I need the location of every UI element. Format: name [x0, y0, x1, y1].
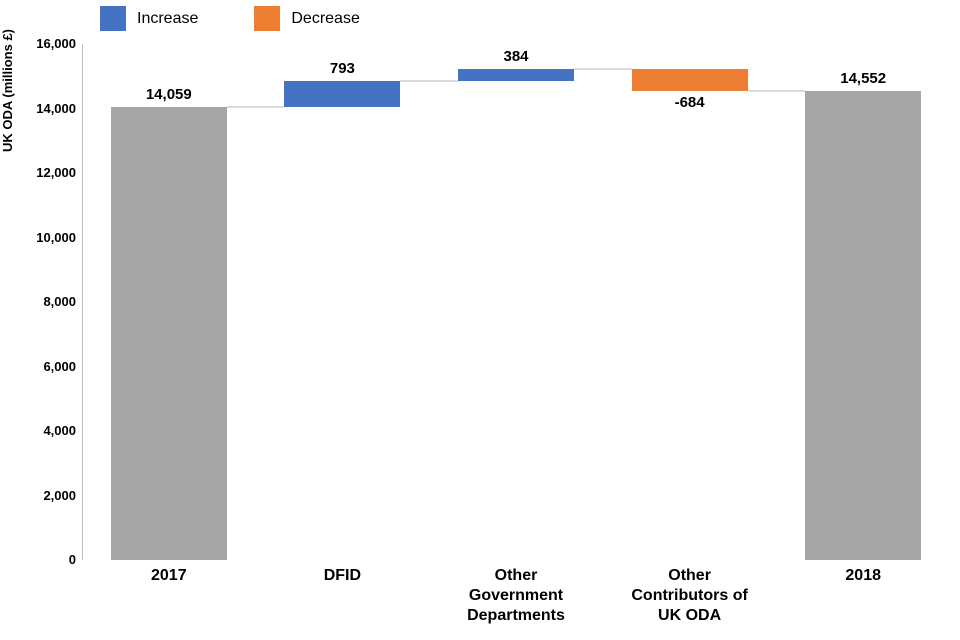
- category-label: DFID: [254, 566, 430, 586]
- y-tick-label: 0: [68, 552, 76, 567]
- category-label-line: Other: [494, 567, 538, 584]
- connector-line: [226, 105, 285, 108]
- bar-2017: [110, 106, 227, 560]
- category-label-line: 2017: [151, 567, 187, 584]
- y-tick-label: 10,000: [36, 229, 76, 245]
- category-label-line: 2018: [845, 567, 881, 584]
- value-label: -684: [674, 93, 705, 111]
- category-label: Other Government Departments: [428, 566, 604, 626]
- value-label: 14,552: [840, 69, 887, 87]
- connector-line: [747, 89, 806, 92]
- category-label-line: DFID: [323, 567, 362, 584]
- legend-label: Decrease: [291, 9, 360, 27]
- bar-other-government-departments: [458, 68, 574, 81]
- legend-label: Increase: [137, 9, 199, 27]
- y-tick-label: 8,000: [43, 294, 76, 309]
- y-tick-label: 6,000: [43, 358, 76, 374]
- chart-legend: Increase Decrease: [100, 6, 360, 31]
- value-label: 384: [503, 47, 529, 65]
- category-label-line: Government: [468, 587, 564, 604]
- category-label-line: Other: [668, 567, 711, 584]
- bar-2018: [805, 90, 922, 560]
- value-label: 14,059: [145, 85, 192, 103]
- bar-dfid: [284, 81, 401, 107]
- category-label: 2017: [81, 566, 257, 586]
- y-tick-label: 16,000: [36, 36, 76, 51]
- category-label-line: Contributors of: [631, 587, 748, 604]
- category-label-line: Departments: [467, 607, 565, 624]
- legend-item-decrease: Decrease: [254, 6, 360, 31]
- connector-line: [574, 67, 632, 70]
- y-tick-label: 14,000: [36, 100, 76, 116]
- bar-other-contributors-of-uk-oda: [631, 68, 748, 91]
- legend-item-increase: Increase: [100, 6, 198, 31]
- category-label-line: UK ODA: [658, 607, 722, 624]
- category-label: Other Contributors of UK ODA: [602, 566, 778, 626]
- legend-swatch-increase: [100, 6, 126, 31]
- legend-swatch-decrease: [254, 6, 281, 31]
- connector-line: [400, 80, 458, 83]
- value-label: 793: [329, 60, 355, 78]
- y-tick-label: 12,000: [36, 165, 76, 180]
- y-tick-label: 4,000: [43, 423, 76, 438]
- y-tick-label: 2,000: [43, 487, 76, 503]
- category-label: 2018: [775, 566, 951, 586]
- y-axis-line: [82, 44, 83, 560]
